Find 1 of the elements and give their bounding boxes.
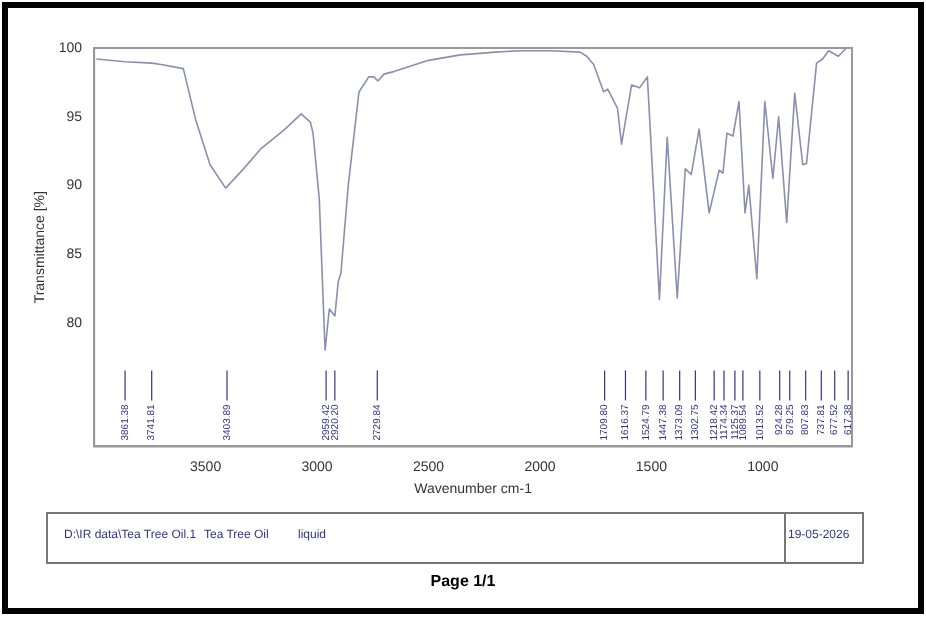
text: Page 1/1: [428, 572, 498, 590]
